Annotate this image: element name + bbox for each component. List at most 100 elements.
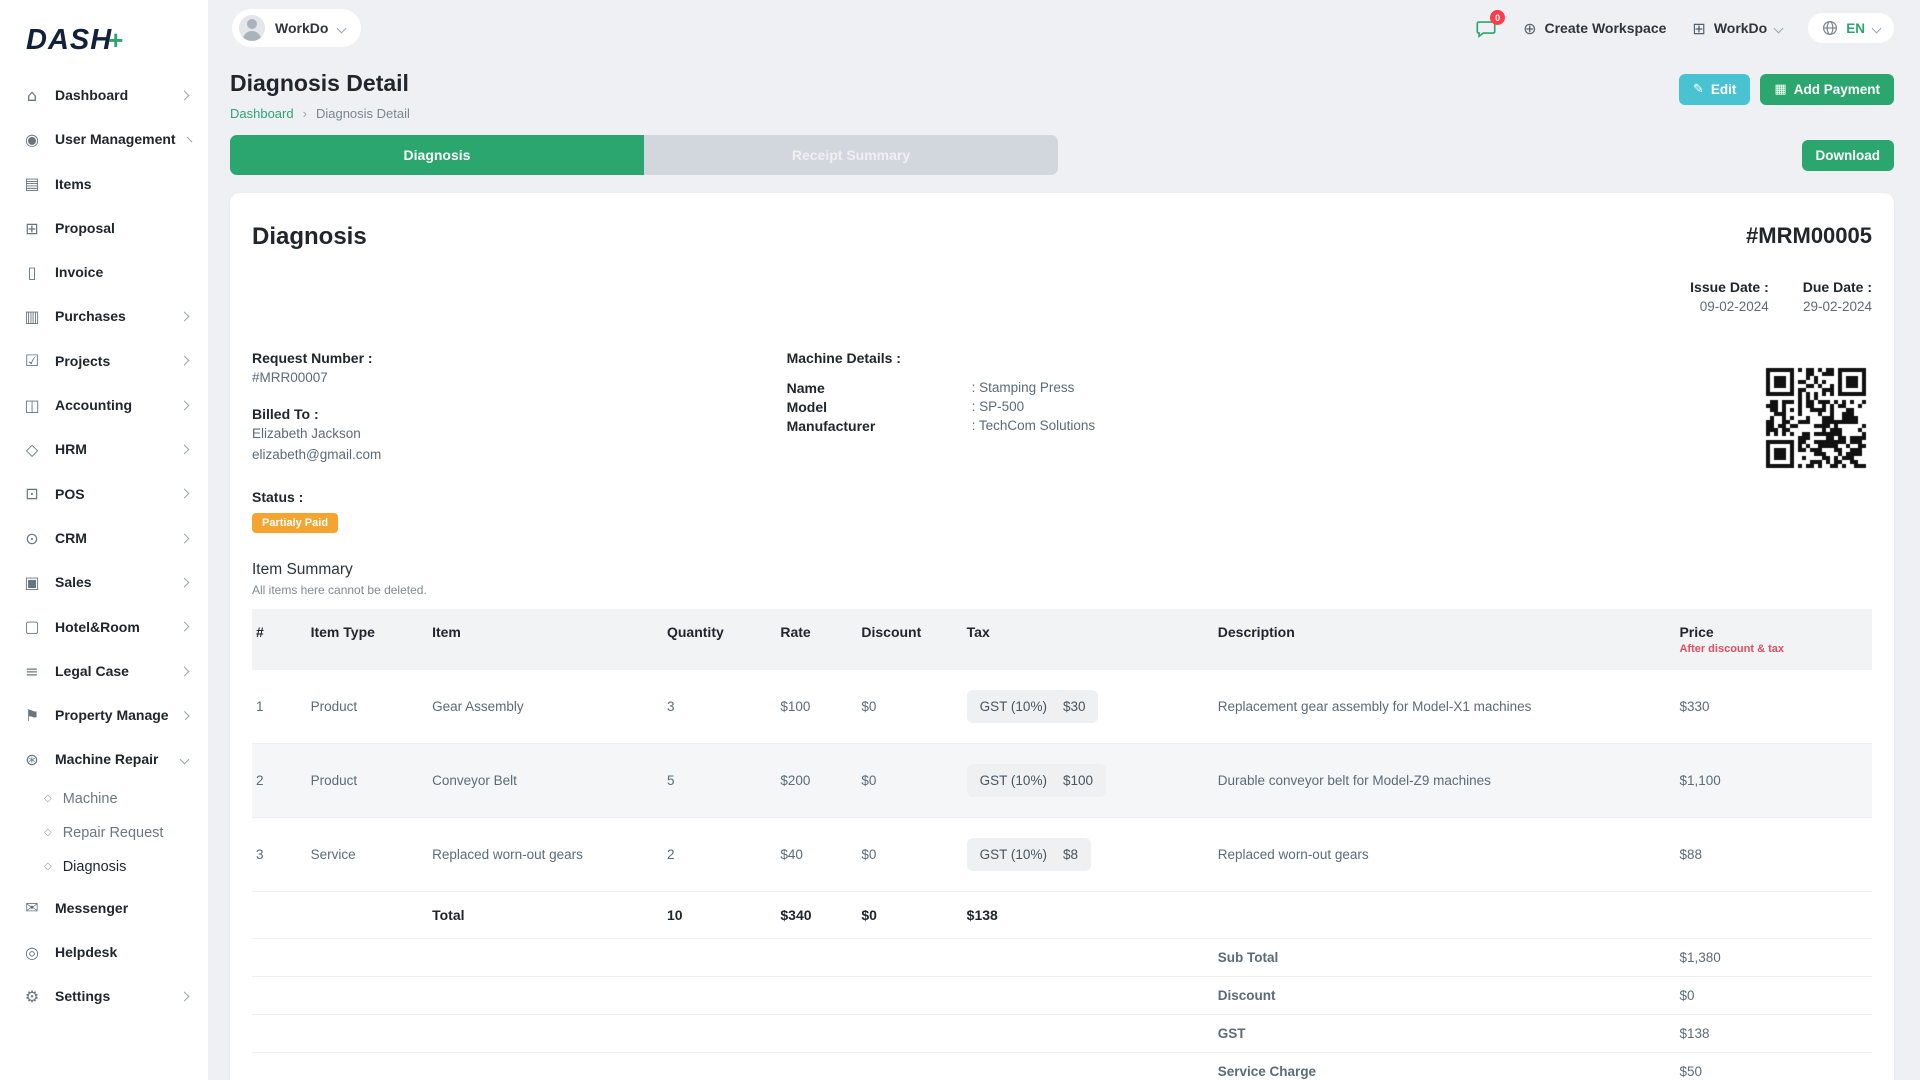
summary-row: Discount $0 xyxy=(252,976,1872,1016)
items-icon: ▤ xyxy=(24,174,40,194)
item-summary-note: All items here cannot be deleted. xyxy=(252,583,427,598)
grid-icon: ⊞ xyxy=(1692,18,1706,38)
sidebar-item-user-management[interactable]: ◉ User Management xyxy=(0,117,208,161)
pos-icon: ⊡ xyxy=(25,484,39,504)
chevron-right-icon xyxy=(179,311,190,322)
chevron-right-icon xyxy=(179,355,190,366)
sidebar-item-dashboard[interactable]: ⌂ Dashboard xyxy=(0,73,208,117)
item-row: 3 Service Replaced worn-out gears 2 $40 … xyxy=(252,817,1872,893)
summary-row: Sub Total $1,380 xyxy=(252,938,1872,978)
sidebar-item-pos[interactable]: ⊡ POS xyxy=(0,472,208,516)
accounting-icon: ◫ xyxy=(24,395,40,415)
sidebar-item-helpdesk[interactable]: ◎ Helpdesk xyxy=(0,930,208,974)
chevron-down-icon xyxy=(336,23,347,33)
users-icon: ◉ xyxy=(25,129,39,149)
billed-to-block: Billed To : Elizabeth Jackson elizabeth@… xyxy=(252,404,787,465)
sidebar-nav: ⌂ Dashboard ◉ User Management ▤ Items ⊞ … xyxy=(0,73,208,1019)
sidebar-item-proposal[interactable]: ⊞ Proposal xyxy=(0,206,208,250)
edit-button[interactable]: ✎ Edit xyxy=(1679,74,1751,105)
workspace-name: WorkDo xyxy=(275,20,329,36)
summary-row: Service Charge $50 xyxy=(252,1052,1872,1080)
chevron-right-icon xyxy=(179,400,190,411)
crm-icon: ⊙ xyxy=(25,528,39,548)
workspace-selector[interactable]: WorkDo xyxy=(232,9,362,47)
sidebar: DASH + ⌂ Dashboard ◉ User Management ▤ I… xyxy=(0,0,208,1080)
chevron-down-icon xyxy=(1773,23,1784,33)
sidebar-item-diagnosis[interactable]: ◇ Diagnosis xyxy=(44,858,127,875)
qr-code xyxy=(1762,363,1870,472)
machine-repair-icon: ⊛ xyxy=(25,750,39,770)
page-title: Diagnosis Detail xyxy=(230,70,409,96)
item-row: 1 Product Gear Assembly 3 $100 $0 GST (1… xyxy=(252,670,1872,745)
price-subheader: After discount & tax xyxy=(1679,643,1784,656)
sidebar-item-messenger[interactable]: ✉ Messenger xyxy=(0,886,208,930)
legal-case-icon: ≡ xyxy=(25,661,39,681)
sidebar-item-accounting[interactable]: ◫ Accounting xyxy=(0,383,208,427)
language-selector[interactable]: EN xyxy=(1808,13,1894,43)
breadcrumb: Dashboard › Diagnosis Detail xyxy=(230,106,410,121)
helpdesk-icon: ◎ xyxy=(25,942,39,962)
summary-row: GST $138 xyxy=(252,1014,1872,1054)
workdo-apps-menu[interactable]: ⊞ WorkDo xyxy=(1692,18,1784,38)
messenger-button[interactable]: 0 xyxy=(1475,10,1506,39)
chevron-right-icon xyxy=(179,90,190,101)
download-button[interactable]: Download xyxy=(1801,139,1894,171)
chevron-right-icon xyxy=(179,444,190,455)
payment-icon: ▦ xyxy=(1774,82,1787,97)
chevron-down-icon xyxy=(1871,23,1882,33)
sidebar-item-crm[interactable]: ⊙ CRM xyxy=(0,516,208,560)
add-payment-button[interactable]: ▦ Add Payment xyxy=(1760,74,1894,105)
tax-pill: GST (10%) $8 xyxy=(966,838,1091,872)
messages-badge: 0 xyxy=(1490,10,1506,25)
chevron-right-icon xyxy=(179,666,190,676)
logo-plus-icon: + xyxy=(108,25,124,55)
tax-pill: GST (10%) $30 xyxy=(966,690,1099,724)
chevron-right-icon xyxy=(180,710,190,721)
sales-icon: ▣ xyxy=(24,572,40,592)
due-date-value: 29-02-2024 xyxy=(1802,299,1872,315)
sidebar-item-invoice[interactable]: ▯ Invoice xyxy=(0,250,208,294)
sidebar-item-legal-case[interactable]: ≡ Legal Case xyxy=(0,649,208,693)
tax-pill: GST (10%) $100 xyxy=(966,764,1106,798)
sidebar-item-repair-request[interactable]: ◇ Repair Request xyxy=(44,824,164,841)
sidebar-item-sales[interactable]: ▣ Sales xyxy=(0,560,208,604)
property-icon: ⚑ xyxy=(24,705,40,725)
breadcrumb-dashboard-link[interactable]: Dashboard xyxy=(230,106,294,121)
sidebar-item-purchases[interactable]: ▥ Purchases xyxy=(0,294,208,338)
app-logo[interactable]: DASH + xyxy=(0,12,208,73)
billed-name: Elizabeth Jackson xyxy=(252,426,361,442)
topbar: WorkDo 0 ⊕ Create Workspace ⊞ WorkDo xyxy=(208,0,1920,56)
projects-icon: ☑ xyxy=(24,351,40,371)
gear-icon: ⚙ xyxy=(24,986,40,1006)
sidebar-item-projects[interactable]: ☑ Projects xyxy=(0,339,208,383)
sidebar-item-settings[interactable]: ⚙ Settings xyxy=(0,974,208,1018)
purchases-icon: ▥ xyxy=(24,307,40,327)
bullet-icon: ◇ xyxy=(44,793,52,805)
sidebar-item-machine-repair[interactable]: ⊛ Machine Repair xyxy=(0,737,208,781)
bullet-icon: ◇ xyxy=(44,827,52,839)
chevron-right-icon xyxy=(179,621,190,632)
chevron-down-icon xyxy=(179,754,190,765)
sidebar-item-property-manage[interactable]: ⚑ Property Manage xyxy=(0,693,208,737)
billed-email: elizabeth@gmail.com xyxy=(252,446,382,462)
hotel-icon: ▢ xyxy=(24,617,40,637)
items-table: # Item Type Item Quantity Rate Discount … xyxy=(252,609,1872,1080)
chevron-right-icon xyxy=(179,488,190,499)
sidebar-item-machine[interactable]: ◇ Machine xyxy=(44,790,118,807)
issue-date-label: Issue Date : xyxy=(1690,279,1769,295)
due-date-label: Due Date : xyxy=(1802,279,1872,295)
diagnosis-number: #MRM00005 xyxy=(1746,223,1872,248)
sidebar-item-items[interactable]: ▤ Items xyxy=(0,162,208,206)
tab-receipt-summary[interactable]: Receipt Summary xyxy=(644,135,1058,175)
sidebar-item-hrm[interactable]: ◇ HRM xyxy=(0,427,208,471)
create-workspace-button[interactable]: ⊕ Create Workspace xyxy=(1523,18,1667,38)
tab-diagnosis[interactable]: Diagnosis xyxy=(230,135,644,175)
invoice-icon: ▯ xyxy=(27,262,37,282)
main-content: Diagnosis Detail Dashboard › Diagnosis D… xyxy=(208,56,1920,1080)
sidebar-item-hotel-room[interactable]: ▢ Hotel&Room xyxy=(0,605,208,649)
item-summary-title: Item Summary xyxy=(252,561,353,579)
detail-tabs: Diagnosis Receipt Summary xyxy=(230,135,1058,175)
machine-repair-submenu: ◇ Machine ◇ Repair Request ◇ Diagnosis xyxy=(0,782,208,886)
bullet-icon: ◇ xyxy=(44,861,52,873)
chevron-right-icon xyxy=(179,577,190,588)
